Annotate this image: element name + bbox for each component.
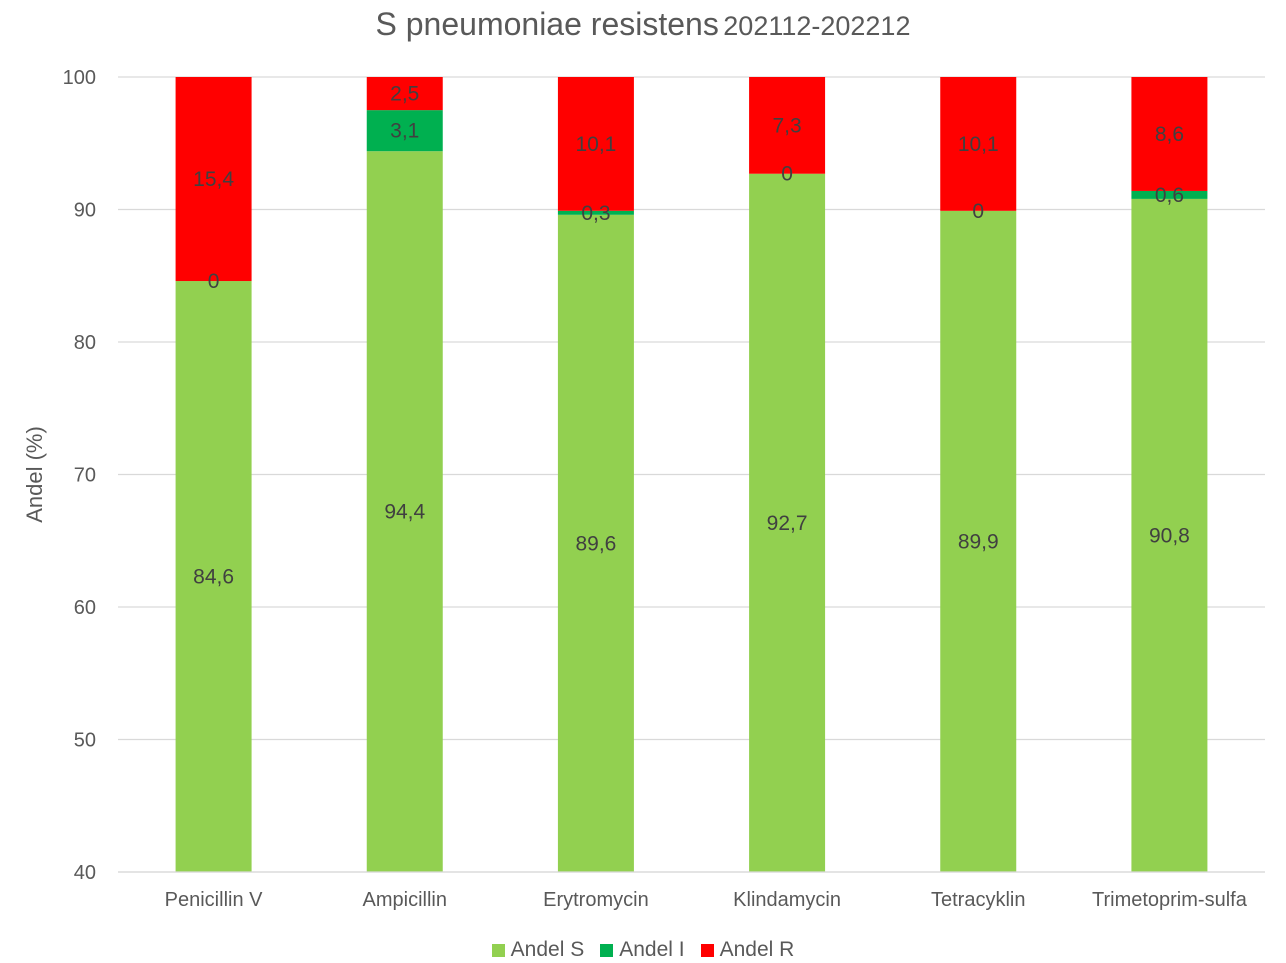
bar-segment	[940, 77, 1017, 211]
y-tick-label: 50	[74, 730, 96, 752]
data-label: 90,8	[1149, 524, 1190, 547]
data-label: 0,3	[581, 202, 610, 225]
legend-label: Andel S	[510, 938, 585, 961]
legend-label: Andel R	[719, 938, 795, 961]
y-axis-title: Andel (%)	[22, 426, 47, 523]
bar-segment	[940, 210, 1017, 872]
x-tick-label: Tetracyklin	[931, 889, 1025, 911]
bar-segment	[366, 77, 443, 111]
data-label: 0	[208, 270, 220, 293]
bar-segment	[557, 210, 634, 215]
bar-segment	[557, 214, 634, 873]
data-label: 7,3	[772, 114, 801, 137]
legend-swatch	[700, 943, 714, 957]
y-tick-label: 40	[74, 862, 96, 884]
data-label: 0	[972, 200, 984, 223]
data-label: 8,6	[1155, 123, 1184, 146]
legend-item: Andel I	[600, 938, 685, 962]
data-label: 0	[781, 163, 793, 186]
x-tick-label: Trimetoprim-sulfa	[1092, 889, 1248, 911]
x-tick-label: Penicillin V	[165, 889, 263, 911]
data-label: 2,5	[390, 83, 419, 106]
bar-segment	[557, 77, 634, 211]
legend-item: Andel S	[491, 938, 585, 962]
data-label: 94,4	[384, 501, 425, 524]
data-label: 15,4	[193, 168, 234, 191]
bar-segment	[175, 281, 252, 872]
chart-title-block: S pneumoniae resistens 202112-202212	[0, 6, 1286, 43]
x-tick-label: Ampicillin	[363, 889, 447, 911]
bar-segment	[749, 77, 826, 174]
bar-segment	[366, 151, 443, 872]
bar-segment	[175, 77, 252, 282]
data-label: 84,6	[193, 566, 234, 589]
legend-swatch	[600, 943, 614, 957]
y-tick-label: 80	[74, 332, 96, 354]
bar-segment	[1131, 190, 1208, 199]
legend-label: Andel I	[619, 938, 685, 961]
data-label: 10,1	[958, 133, 999, 156]
legend-swatch	[491, 943, 505, 957]
data-label: 0,6	[1155, 184, 1184, 207]
y-tick-label: 60	[74, 597, 96, 619]
data-label: 89,6	[575, 532, 616, 555]
bar-segment	[1131, 77, 1208, 191]
bar-segment	[1131, 198, 1208, 872]
chart-subtitle: 202112-202212	[723, 11, 911, 41]
y-tick-label: 100	[63, 67, 96, 89]
bar-segment	[366, 110, 443, 152]
y-tick-label: 70	[74, 465, 96, 487]
bar-segment	[749, 173, 826, 873]
legend: Andel S Andel I Andel R	[0, 938, 1286, 962]
x-tick-label: Klindamycin	[733, 889, 841, 911]
data-label: 3,1	[390, 120, 419, 143]
x-tick-label: Erytromycin	[543, 889, 649, 911]
data-label: 92,7	[767, 512, 808, 535]
legend-item: Andel R	[700, 938, 795, 962]
data-label: 10,1	[575, 133, 616, 156]
y-tick-label: 90	[74, 200, 96, 222]
chart-title: S pneumoniae resistens	[375, 6, 719, 42]
data-label: 89,9	[958, 530, 999, 553]
